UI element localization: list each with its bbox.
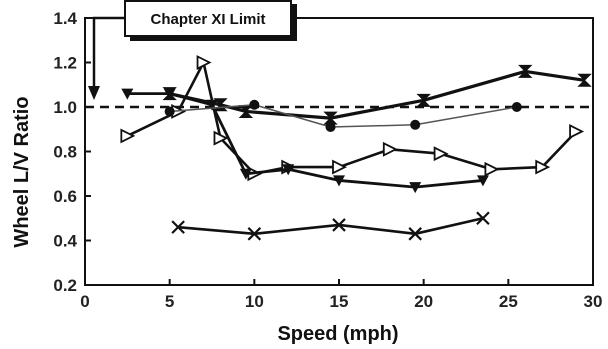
series-group — [120, 55, 592, 241]
data-point — [408, 227, 422, 241]
data-point — [410, 119, 421, 130]
data-point — [535, 159, 551, 175]
chapter-xi-callout: Chapter XI Limit — [88, 0, 297, 100]
data-point — [476, 211, 490, 226]
series-line — [169, 69, 585, 120]
plot-area — [84, 17, 594, 286]
data-point — [484, 161, 500, 177]
data-point — [282, 164, 295, 176]
x-tick-label: 15 — [330, 292, 349, 311]
series-line — [126, 61, 578, 176]
series-circle-filled — [164, 99, 522, 133]
data-point — [511, 102, 522, 112]
y-tick-label: 0.4 — [53, 232, 77, 251]
data-point — [162, 87, 177, 101]
y-tick-label: 0.2 — [53, 276, 77, 295]
data-point — [120, 128, 136, 144]
series-hourglass — [162, 64, 592, 125]
x-tick-label: 5 — [165, 292, 174, 311]
series-line — [178, 216, 484, 236]
data-point — [332, 159, 348, 175]
x-tick-label: 10 — [245, 292, 264, 311]
data-point — [409, 182, 422, 194]
series-triangle-down-filled — [121, 88, 489, 194]
data-point — [164, 106, 175, 117]
data-point — [323, 111, 338, 125]
plot-frame — [84, 17, 594, 286]
x-axis-title: Speed (mph) — [277, 323, 398, 345]
y-axis-title: Wheel L/V Ratio — [11, 96, 33, 247]
x-tick-label: 0 — [80, 292, 89, 311]
y-tick-label: 1.4 — [53, 9, 77, 28]
data-point — [249, 99, 260, 110]
y-tick-label: 0.8 — [53, 143, 77, 162]
callout-box — [124, 0, 292, 37]
data-point — [196, 55, 212, 70]
data-point — [476, 175, 489, 187]
x-tick-label: 30 — [584, 292, 603, 311]
data-point — [569, 124, 585, 139]
data-point — [239, 168, 252, 180]
callout-leader-line — [92, 16, 125, 90]
axes: 0.2 0.4 0.6 0.8 1.0 1.2 1.4 0 5 10 15 20 25 30 — [53, 9, 602, 311]
data-point — [333, 175, 345, 187]
data-point — [382, 141, 398, 157]
data-point — [247, 227, 262, 241]
y-tick-label: 0.6 — [53, 187, 77, 206]
callout-label: Chapter XI Limit — [150, 11, 265, 28]
callout-arrowhead — [88, 86, 100, 100]
data-point — [213, 130, 229, 146]
x-tick-label: 20 — [414, 292, 433, 311]
data-point — [332, 218, 346, 232]
data-point — [433, 146, 449, 162]
x-tick-label: 25 — [499, 292, 518, 311]
data-point — [577, 73, 592, 87]
data-point — [171, 220, 185, 234]
y-tick-label: 1.0 — [53, 98, 77, 117]
data-point — [416, 93, 431, 107]
data-point — [121, 88, 134, 100]
data-point — [325, 122, 336, 133]
data-point — [518, 64, 533, 78]
series-x — [171, 211, 490, 241]
y-tick-label: 1.2 — [53, 54, 77, 73]
